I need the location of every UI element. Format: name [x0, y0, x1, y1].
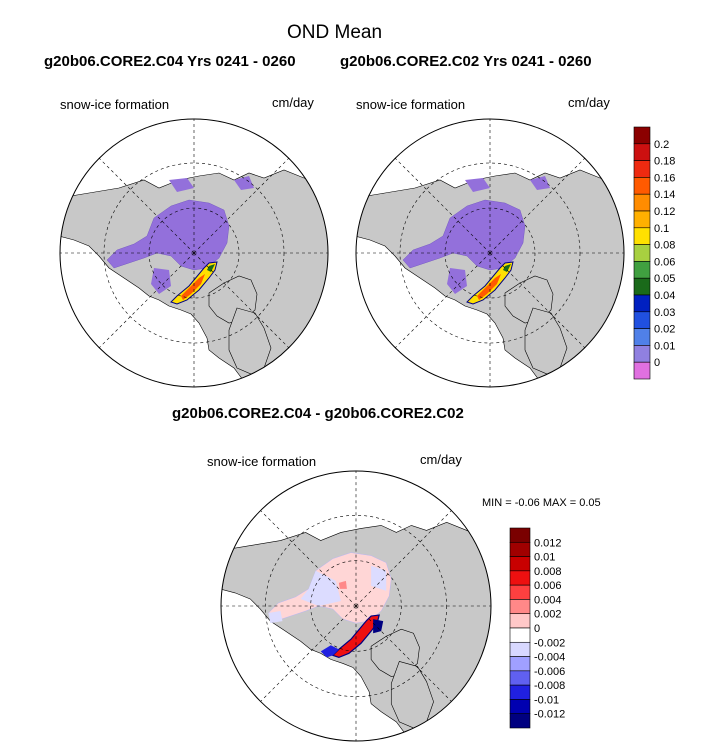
colorbar-swatch [509, 713, 531, 729]
colorbar-swatch [633, 294, 651, 313]
colorbar-swatch [633, 361, 651, 380]
colorbar-tick-label: 0.14 [654, 189, 675, 201]
colorbar-tick-label: -0.012 [534, 709, 565, 721]
colorbar-tick-label: 0.05 [654, 273, 675, 285]
colorbar-tick-label: 0.06 [654, 256, 675, 268]
panel-1-units: cm/day [272, 95, 314, 110]
figure-title: OND Mean [287, 22, 383, 43]
colorbar-tick-label: 0.01 [534, 552, 555, 564]
colorbar-tick-label: 0.08 [654, 240, 675, 252]
polar-map-2 [355, 118, 625, 388]
min-max-readout: MIN = -0.06 MAX = 0.05 [482, 497, 601, 509]
colorbar-swatch [633, 193, 651, 212]
colorbar-tick-label: 0.16 [654, 172, 675, 184]
panel-2-units: cm/day [568, 95, 610, 110]
colorbar-tick-label: -0.008 [534, 680, 565, 692]
colorbar-swatch [509, 541, 531, 557]
colorbar-swatch [509, 670, 531, 686]
colorbar-swatch [633, 345, 651, 363]
colorbar-swatch [509, 584, 531, 600]
colorbar-tick-label: 0.008 [534, 566, 562, 578]
colorbar-swatch [509, 570, 531, 586]
colorbar-swatch [633, 311, 651, 329]
colorbar-tick-label: 0.002 [534, 609, 562, 621]
colorbar-swatch [509, 684, 531, 700]
min-label: MIN = [482, 497, 512, 509]
panel-3-units: cm/day [420, 452, 462, 467]
polar-map-1 [59, 118, 329, 388]
colorbar-swatch [509, 599, 531, 615]
colorbar-tick-label: 0.2 [654, 139, 669, 151]
colorbar-swatch [509, 613, 531, 629]
colorbar-swatch [633, 261, 651, 279]
colorbar-swatch [633, 244, 651, 262]
colorbar-tick-label: 0.006 [534, 580, 562, 592]
colorbar-bottom: 0.012 0.01 0.008 0.006 0.004 0.002 0 -0.002 -0.0… [509, 527, 565, 729]
colorbar-tick-label: -0.002 [534, 637, 565, 649]
colorbar-tick-label: -0.01 [534, 694, 559, 706]
colorbar-tick-label: -0.004 [534, 652, 565, 664]
colorbar-swatch [633, 143, 651, 161]
colorbar-tick-label: 0.1 [654, 223, 669, 235]
subtitle-right: g20b06.CORE2.C02 Yrs 0241 - 0260 [340, 53, 592, 70]
colorbar-tick-label: 0.12 [654, 206, 675, 218]
colorbar-swatch [633, 126, 651, 145]
colorbar-swatch [509, 699, 531, 715]
min-value: -0.06 [514, 497, 540, 509]
colorbar-tick-label: 0.02 [654, 324, 675, 336]
colorbar-swatch [509, 656, 531, 672]
panel-1-label: snow-ice formation [60, 97, 170, 112]
colorbar-swatch [509, 556, 531, 572]
colorbar-tick-label: 0.012 [534, 537, 562, 549]
colorbar-swatch [633, 177, 651, 195]
colorbar-swatch [633, 277, 651, 296]
colorbar-swatch [509, 641, 531, 657]
polar-map-diff [220, 470, 492, 742]
colorbar-tick-label: 0.04 [654, 290, 675, 302]
colorbar-swatch [633, 160, 651, 178]
max-label: MAX = [542, 497, 577, 509]
colorbar-swatch [633, 227, 651, 245]
colorbar-swatch [509, 627, 531, 643]
panel-3-label: snow-ice formation [207, 454, 317, 469]
colorbar-tick-label: 0.03 [654, 307, 675, 319]
colorbar-top: 0.2 0.18 0.16 0.14 0.12 0.1 0.08 0.06 0.05 0.04 0.… [633, 126, 675, 380]
colorbar-tick-label: 0.004 [534, 594, 562, 606]
panel-2-label: snow-ice formation [356, 97, 466, 112]
colorbar-tick-label: 0.18 [654, 156, 675, 168]
colorbar-swatch [509, 527, 531, 543]
diff-title: g20b06.CORE2.C04 - g20b06.CORE2.C02 [172, 405, 464, 422]
colorbar-tick-label: 0.01 [654, 340, 675, 352]
colorbar-tick-label: -0.006 [534, 666, 565, 678]
max-value: 0.05 [579, 497, 601, 509]
colorbar-swatch [633, 210, 651, 229]
colorbar-swatch [633, 328, 651, 346]
colorbar-tick-label: 0 [654, 357, 660, 369]
colorbar-tick-label: 0 [534, 623, 540, 635]
subtitle-left: g20b06.CORE2.C04 Yrs 0241 - 0260 [44, 53, 296, 70]
